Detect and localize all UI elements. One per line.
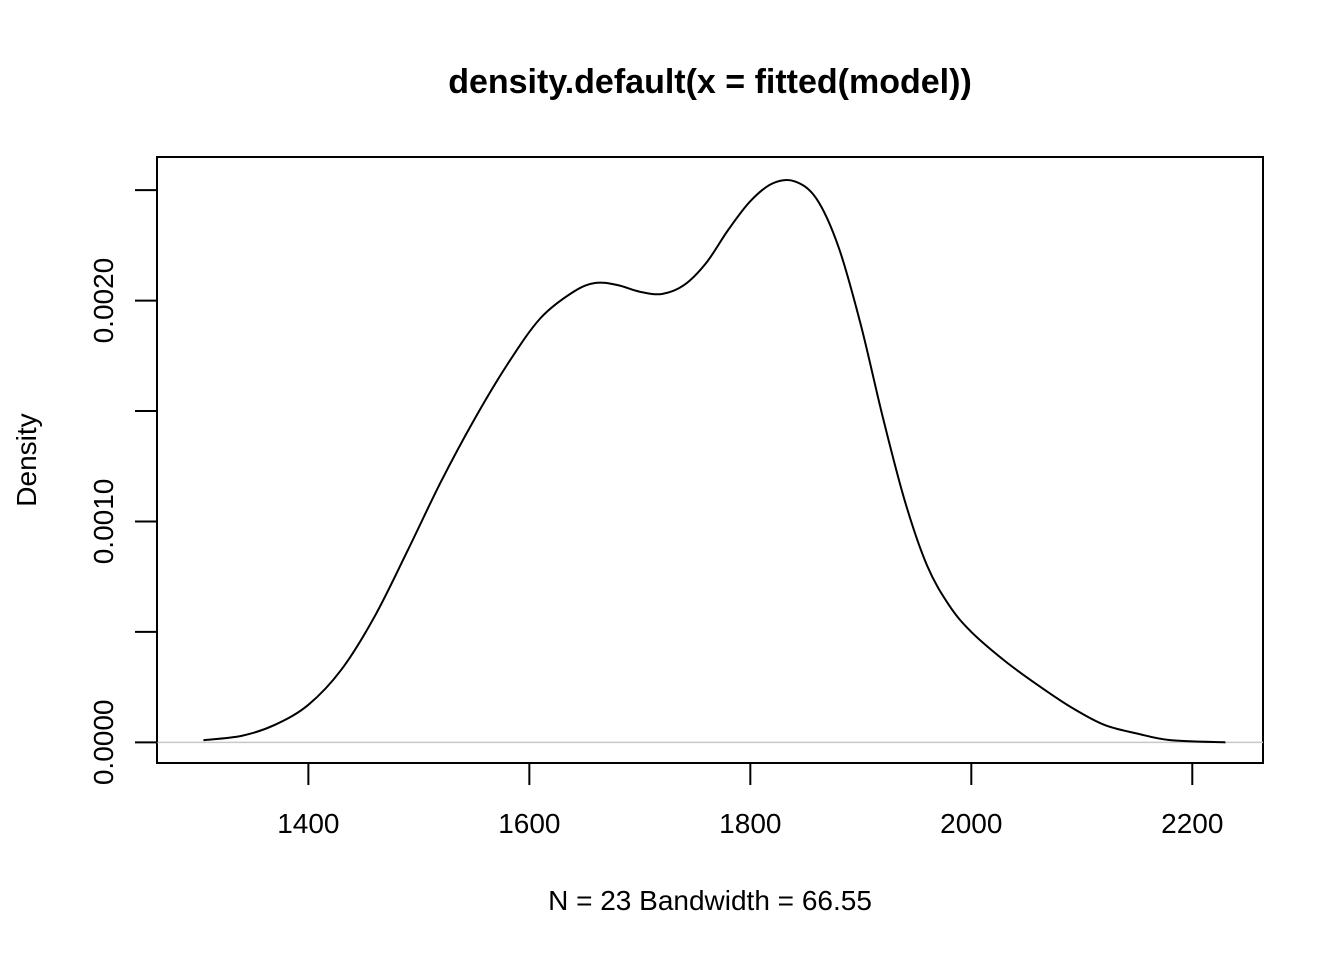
y-axis-label: Density bbox=[11, 413, 42, 506]
x-tick-label: 2000 bbox=[940, 808, 1002, 839]
x-axis-label: N = 23 Bandwidth = 66.55 bbox=[548, 885, 872, 916]
x-tick-label: 2200 bbox=[1161, 808, 1223, 839]
x-axis: 1400 1600 1800 2000 2200 bbox=[277, 762, 1223, 839]
y-tick-label: 0.0000 bbox=[88, 700, 119, 786]
density-curve bbox=[203, 178, 1226, 744]
y-tick-label: 0.0010 bbox=[88, 479, 119, 565]
chart-title: density.default(x = fitted(model)) bbox=[448, 63, 972, 101]
x-tick-label: 1800 bbox=[719, 808, 781, 839]
plot-frame bbox=[156, 156, 1264, 764]
x-tick-label: 1600 bbox=[498, 808, 560, 839]
x-tick-label: 1400 bbox=[277, 808, 339, 839]
y-axis: 0.0000 0.0010 0.0020 bbox=[88, 189, 158, 786]
y-tick-label: 0.0020 bbox=[88, 258, 119, 344]
